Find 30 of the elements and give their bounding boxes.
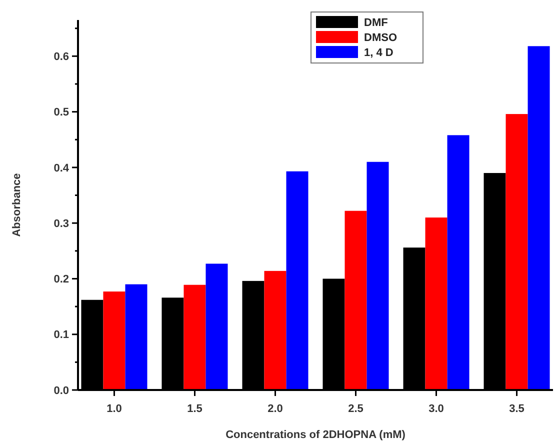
bar <box>103 292 126 390</box>
x-axis-title: Concentrations of 2DHOPNA (mM) <box>226 429 406 441</box>
y-tick-label: 0.5 <box>54 106 69 119</box>
bar <box>184 284 206 390</box>
bar <box>366 162 389 390</box>
x-tick-label: 3.0 <box>428 403 444 415</box>
bar <box>528 46 550 390</box>
bar <box>447 135 470 390</box>
y-tick-label: 0.6 <box>54 51 69 64</box>
y-tick-label: 0.2 <box>54 274 69 286</box>
y-tick-label: 0.0 <box>54 384 69 397</box>
bar <box>344 210 367 390</box>
x-tick-label: 2.0 <box>268 403 283 415</box>
bar <box>206 264 228 390</box>
y-tick-label: 0.1 <box>54 329 69 342</box>
legend-label: 1, 4 D <box>364 47 394 59</box>
x-tick-label: 1.0 <box>106 403 122 415</box>
bar <box>264 270 286 390</box>
x-tick-label: 2.5 <box>348 403 364 415</box>
y-tick-label: 0.4 <box>54 162 70 174</box>
y-axis-title: Absorbance <box>11 173 23 237</box>
x-tick-label: 1.5 <box>187 403 202 415</box>
bar <box>506 114 528 390</box>
legend-label: DMSO <box>364 32 398 44</box>
bar <box>286 171 308 390</box>
x-tick-label: 3.5 <box>509 403 524 415</box>
y-tick-label: 0.3 <box>54 218 69 230</box>
bar <box>425 218 448 390</box>
bar <box>125 284 148 390</box>
legend-label: DMF <box>364 17 388 29</box>
